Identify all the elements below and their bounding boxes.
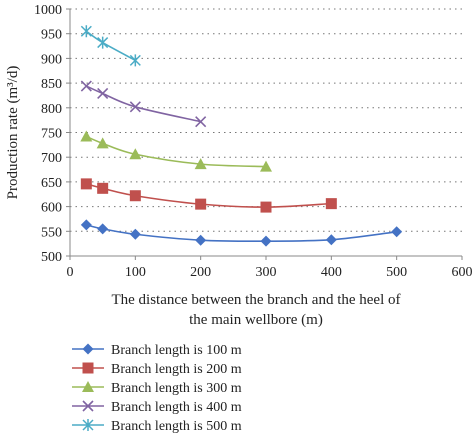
series-1: [80, 219, 403, 247]
data-point: [260, 201, 272, 213]
data-point: [260, 235, 272, 247]
legend-label: Branch length is 400 m: [111, 400, 242, 415]
data-point: [80, 80, 92, 92]
legend-marker: [82, 381, 94, 392]
legend-label: Branch length is 100 m: [111, 343, 242, 358]
x-axis-label-line2: the main wellbore (m): [189, 312, 323, 328]
series-3: [80, 130, 272, 172]
data-point: [325, 198, 337, 210]
series-5: [80, 25, 141, 67]
y-tick-label: 500: [41, 250, 62, 265]
x-tick-label: 600: [452, 265, 473, 280]
y-tick-label: 800: [41, 102, 62, 117]
legend-item: Branch length is 100 m: [72, 343, 242, 358]
y-axis-label: Production rate (m³/d): [5, 66, 21, 200]
legend: Branch length is 100 m Branch length is 2…: [72, 343, 242, 434]
axes: [66, 8, 463, 260]
data-point: [129, 101, 141, 113]
y-tick-label: 600: [41, 201, 62, 216]
data-point: [97, 87, 109, 100]
legend-marker: [82, 343, 94, 355]
x-tick-label: 0: [67, 265, 74, 280]
grid: [70, 8, 462, 232]
y-tick-label: 950: [41, 28, 62, 43]
series-4: [80, 80, 207, 128]
data-point: [80, 25, 92, 38]
data-point: [129, 54, 141, 67]
data-point: [260, 160, 272, 172]
series-line: [86, 183, 332, 208]
y-tick-label: 1000: [34, 3, 62, 18]
x-tick-label: 400: [321, 265, 342, 280]
legend-label: Branch length is 200 m: [111, 362, 242, 377]
data-point: [80, 178, 92, 190]
y-tick-label: 850: [41, 77, 62, 92]
series-line: [85, 30, 136, 62]
x-tick-label: 100: [125, 265, 146, 280]
data-point: [80, 219, 92, 231]
data-point: [325, 234, 337, 246]
x-tick-label: 500: [386, 265, 407, 280]
x-axis-label-line1: The distance between the branch and the …: [111, 292, 400, 308]
legend-marker: [82, 362, 94, 374]
y-tick-label: 700: [41, 151, 62, 166]
data-point: [129, 228, 141, 240]
x-tick-label: 200: [190, 265, 211, 280]
x-tick-label: 300: [256, 265, 277, 280]
series-group: [80, 25, 403, 247]
legend-marker: [82, 419, 94, 431]
series-line: [86, 135, 267, 168]
y-tick-label: 550: [41, 225, 62, 240]
data-point: [80, 130, 93, 142]
data-point: [391, 226, 403, 238]
legend-item: Branch length is 400 m: [72, 400, 242, 415]
data-point: [97, 182, 109, 194]
legend-item: Branch length is 300 m: [72, 381, 242, 396]
legend-label: Branch length is 300 m: [111, 381, 242, 396]
legend-label: Branch length is 500 m: [111, 419, 242, 434]
data-point: [195, 198, 207, 210]
tick-labels: 500 550 600 650 700 750 800 850 900 950 1000 0 100 20…: [34, 3, 473, 280]
data-point: [129, 190, 141, 202]
y-tick-label: 900: [41, 52, 62, 67]
data-point: [194, 158, 207, 170]
legend-item: Branch length is 500 m: [72, 419, 242, 434]
data-point: [96, 137, 109, 149]
data-point: [129, 148, 142, 160]
legend-marker: [82, 400, 94, 412]
series-line: [86, 85, 201, 123]
data-point: [195, 234, 207, 246]
data-point: [195, 116, 207, 128]
legend-item: Branch length is 200 m: [72, 362, 242, 377]
y-tick-label: 650: [41, 176, 62, 191]
data-point: [97, 36, 109, 49]
data-point: [97, 223, 109, 235]
y-tick-label: 750: [41, 127, 62, 142]
series-2: [80, 178, 337, 213]
